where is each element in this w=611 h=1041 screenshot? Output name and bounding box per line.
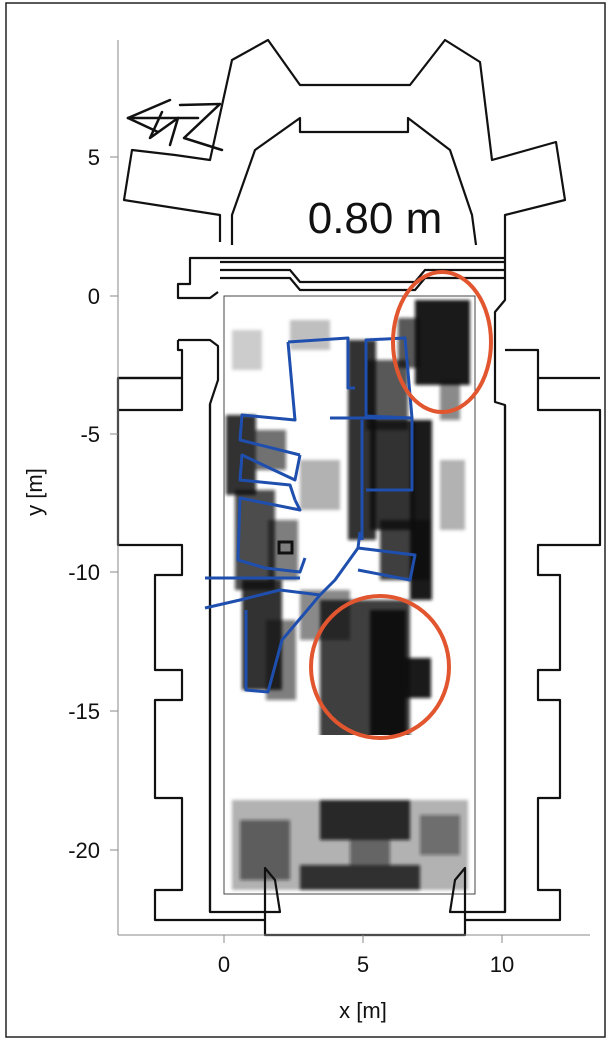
marker-square xyxy=(277,540,294,555)
highlight-ellipse-central xyxy=(309,594,451,740)
depth-slice-label: 0.80 m xyxy=(308,194,443,243)
y-axis-label: y [m] xyxy=(22,468,47,516)
figure-frame xyxy=(5,2,606,1038)
axes xyxy=(110,40,590,943)
tick-labels: 5 0 -5 -10 -15 -20 0 5 10 xyxy=(68,145,514,977)
ytick-label: -5 xyxy=(80,422,100,447)
ytick-label: -20 xyxy=(68,838,100,863)
ytick-label: -15 xyxy=(68,699,100,724)
xtick-label: 5 xyxy=(357,952,369,977)
highlight-ellipse-north xyxy=(391,270,493,414)
ytick-label: 5 xyxy=(88,145,100,170)
ytick-label: 0 xyxy=(88,284,100,309)
ytick-label: -10 xyxy=(68,560,100,585)
xtick-label: 0 xyxy=(218,952,230,977)
highlight-ellipses xyxy=(309,270,493,740)
x-axis-label: x [m] xyxy=(339,998,387,1023)
xtick-label: 10 xyxy=(490,952,514,977)
north-arrow-icon xyxy=(126,98,224,152)
survey-boundary xyxy=(223,295,476,895)
excavated-wall-features xyxy=(204,336,417,694)
